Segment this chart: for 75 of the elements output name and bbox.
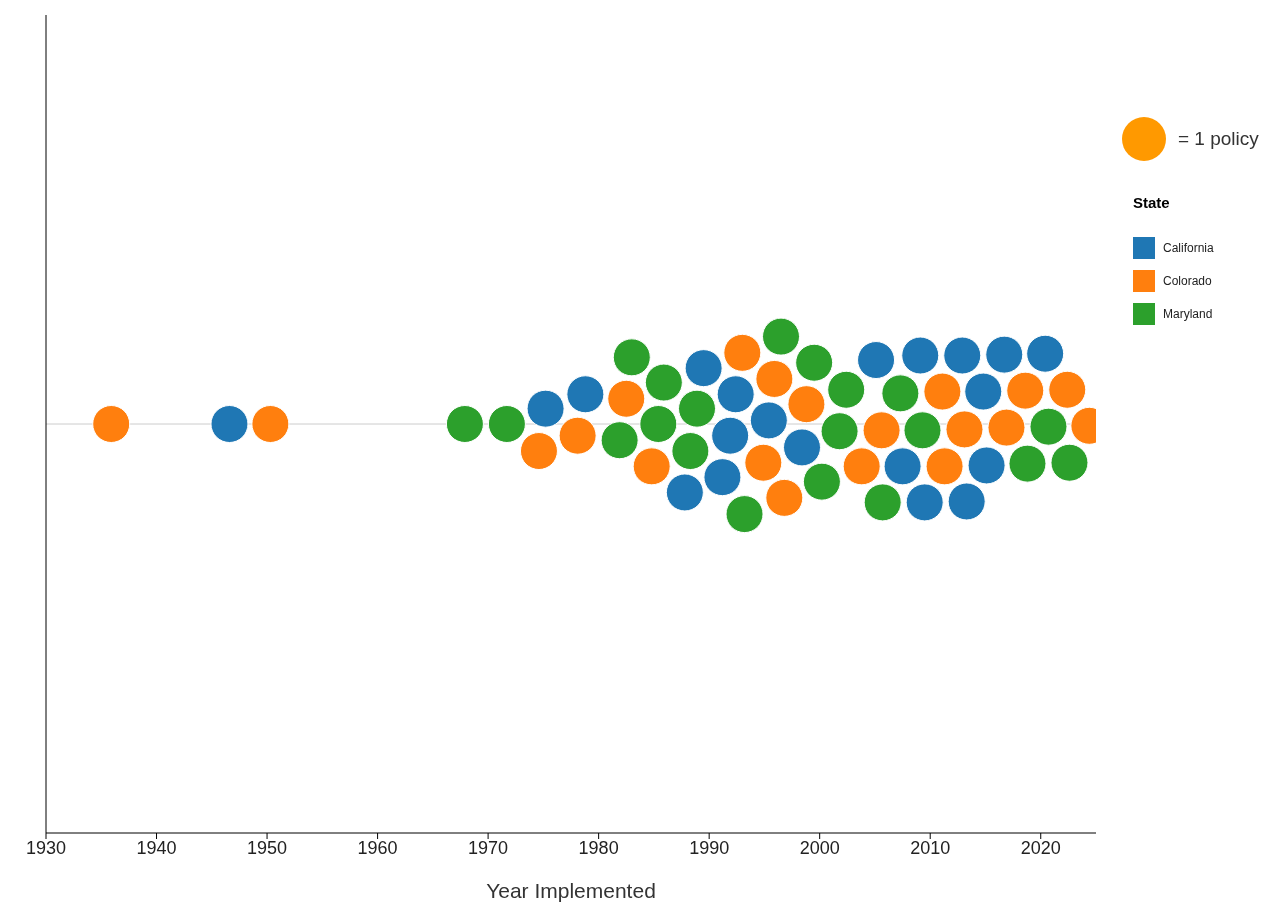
point xyxy=(901,336,940,375)
x-tick-label: 1980 xyxy=(578,837,619,858)
point xyxy=(678,389,716,428)
point xyxy=(612,338,651,377)
point xyxy=(787,385,826,424)
legend-label: Colorado xyxy=(1163,273,1212,288)
point xyxy=(487,405,526,443)
point xyxy=(665,473,704,512)
x-tick-label: 2010 xyxy=(910,837,951,858)
point xyxy=(445,405,484,443)
point xyxy=(925,447,964,486)
point xyxy=(1026,334,1065,373)
point xyxy=(802,462,841,501)
legend-title: State xyxy=(1133,194,1171,211)
point xyxy=(842,447,881,486)
x-axis-title: Year Implemented xyxy=(486,879,656,902)
point xyxy=(820,412,859,451)
point xyxy=(947,482,986,521)
point xyxy=(985,335,1024,374)
point xyxy=(744,443,783,482)
point xyxy=(644,363,683,402)
point xyxy=(987,408,1026,447)
point xyxy=(795,343,834,382)
point xyxy=(755,359,794,398)
x-tick-label: 1950 xyxy=(247,837,288,858)
point xyxy=(943,336,982,375)
point xyxy=(607,379,646,418)
point xyxy=(671,432,710,471)
point xyxy=(862,411,901,450)
point xyxy=(945,410,984,449)
x-tick-label: 1930 xyxy=(25,837,67,858)
point xyxy=(863,483,902,522)
point xyxy=(1006,371,1045,410)
point xyxy=(964,372,1003,411)
point xyxy=(92,405,131,443)
point xyxy=(251,405,290,443)
text: = 1 policy xyxy=(1178,128,1259,150)
point xyxy=(903,411,942,450)
point xyxy=(716,375,755,414)
point xyxy=(762,317,800,356)
point xyxy=(519,432,558,471)
x-tick-label: 1970 xyxy=(468,837,509,858)
point xyxy=(881,374,920,413)
point xyxy=(1029,407,1068,446)
legend-label: California xyxy=(1163,240,1214,255)
x-tick-label: 2000 xyxy=(799,837,840,858)
x-tick-label: 1960 xyxy=(357,837,398,858)
point xyxy=(783,428,821,467)
point xyxy=(923,372,962,411)
point xyxy=(725,495,764,534)
point xyxy=(1048,370,1087,409)
point xyxy=(684,349,723,388)
point xyxy=(1050,443,1089,482)
x-tick-label: 1940 xyxy=(136,837,177,858)
point xyxy=(632,447,671,486)
point xyxy=(703,458,742,497)
point xyxy=(967,446,1006,485)
point xyxy=(857,341,896,380)
point xyxy=(723,333,762,372)
point xyxy=(765,478,804,517)
point xyxy=(558,416,597,455)
point xyxy=(639,405,678,443)
x-tick-label: 1990 xyxy=(689,837,730,858)
point xyxy=(905,483,944,522)
point xyxy=(600,421,639,460)
point xyxy=(883,447,922,486)
point xyxy=(711,416,750,455)
point xyxy=(566,375,605,414)
x-tick-label: 2020 xyxy=(1020,837,1061,858)
point xyxy=(749,401,788,440)
point xyxy=(210,405,249,443)
point xyxy=(827,370,866,409)
point xyxy=(526,389,565,428)
point xyxy=(1008,444,1047,483)
legend-label: Maryland xyxy=(1163,306,1213,321)
